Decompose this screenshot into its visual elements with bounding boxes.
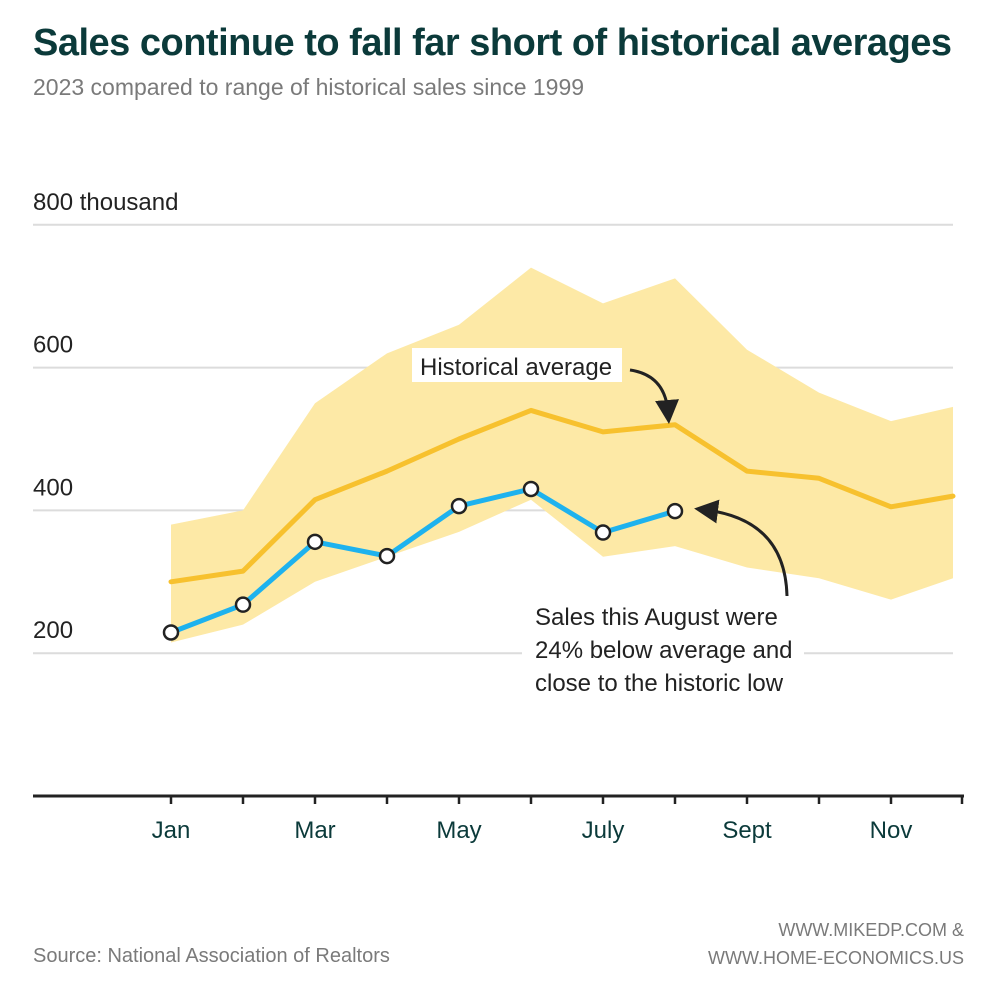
sales-point-jul [594,524,612,541]
historical-average-series [168,407,956,585]
credit-line-1: WWW.MIKEDP.COM & [778,920,964,940]
avg-label-knockout [412,348,622,382]
annotations: Historical average Sales this August were… [412,348,804,702]
annotation-sales-line-3: close to the historic low [535,670,784,697]
chart-subtitle: 2023 compared to range of historical sal… [33,74,585,100]
x-tick-label-mar: Mar [294,817,335,844]
x-tick-label-sep: Sept [722,817,772,844]
sales-point-apr [378,547,396,565]
credit-line-2: WWW.HOME-ECONOMICS.US [708,948,964,968]
sales-point-jun [522,480,540,498]
annotation-historical-average: Historical average [420,354,612,381]
sales-point-feb [234,596,252,613]
sales-note-knockout [522,598,804,702]
y-tick-label-200: 200 [33,617,73,644]
annotation-arrow-average [629,368,679,424]
historical-range-area [171,267,953,643]
sales-2023-series [162,480,684,641]
annotation-arrow-sales [694,499,789,597]
sales-point-mar [306,533,324,551]
sales-point-jan [162,624,180,641]
gridlines: 200 400 600 800 thousand [33,189,953,655]
historical-average-line [168,407,956,585]
credit-note: WWW.MIKEDP.COM & WWW.HOME-ECONOMICS.US [708,916,964,972]
y-tick-label-600: 600 [33,332,73,359]
x-tick-label-jan: Jan [152,817,191,844]
y-tick-label-400: 400 [33,474,73,501]
source-note: Source: National Association of Realtors [33,945,390,967]
sales-point-may [450,497,468,515]
annotation-sales-line-2: 24% below average and [535,637,793,664]
x-tick-label-nov: Nov [870,817,913,844]
historical-range-band [171,267,953,643]
chart-title: Sales continue to fall far short of hist… [33,22,952,64]
annotation-sales-line-1: Sales this August were [535,604,778,631]
y-tick-label-800: 800 thousand [33,189,178,216]
x-tick-label-may: May [436,817,481,844]
x-tick-label-jul: July [582,817,625,844]
sales-point-aug [666,502,684,520]
sales-2023-line [170,486,676,635]
x-axis: Jan Mar May July Sept Nov [33,794,964,844]
